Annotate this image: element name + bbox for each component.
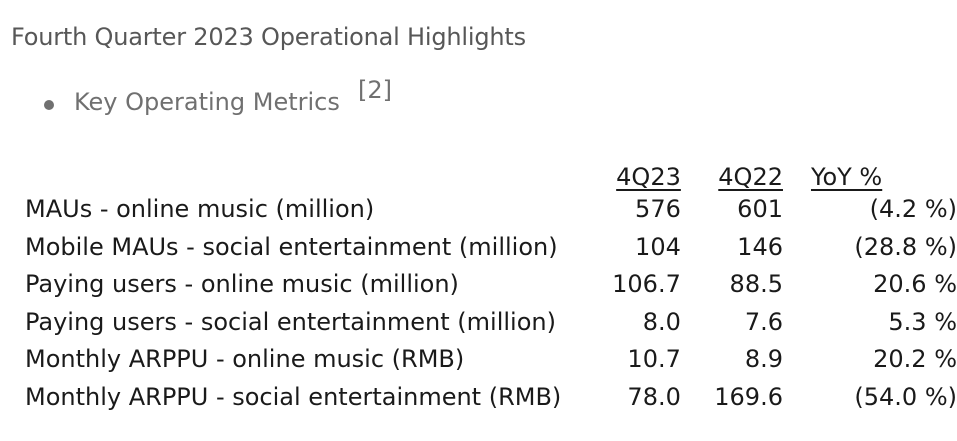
metrics-table: 4Q23 4Q22 YoY % MAUs - online music (mil… (22, 153, 957, 416)
row-label: Paying users - online music (million) (25, 270, 459, 299)
cell-4q23: 8.0 (642, 307, 681, 336)
header-yoy: YoY % (810, 162, 883, 191)
cell-yoy: 20.2 % (873, 345, 957, 374)
row-label: Paying users - social entertainment (mil… (25, 307, 556, 336)
cell-4q23: 104 (635, 232, 681, 261)
row-label: Monthly ARPPU - social entertainment (RM… (25, 382, 562, 411)
cell-4q22: 169.6 (714, 382, 783, 411)
bullet-text: Key Operating Metrics (74, 88, 340, 116)
table-row: Monthly ARPPU - online music (RMB) 10.7 … (22, 341, 957, 379)
cell-yoy: (28.8 %) (854, 232, 957, 261)
cell-4q22: 601 (737, 195, 783, 224)
header-4q23: 4Q23 (616, 162, 681, 191)
cell-4q23: 10.7 (627, 345, 681, 374)
page-title: Fourth Quarter 2023 Operational Highligh… (11, 23, 526, 51)
cell-4q23: 576 (635, 195, 681, 224)
cell-yoy: 5.3 % (888, 307, 957, 336)
cell-4q22: 88.5 (729, 270, 783, 299)
table-header-row: 4Q23 4Q22 YoY % (22, 153, 957, 191)
table-row: Monthly ARPPU - social entertainment (RM… (22, 378, 957, 416)
footnote-marker: [2] (358, 76, 392, 104)
table-row: Paying users - social entertainment (mil… (22, 303, 957, 341)
cell-4q23: 78.0 (627, 382, 681, 411)
cell-4q22: 146 (737, 232, 783, 261)
cell-yoy: (4.2 %) (869, 195, 957, 224)
row-label: MAUs - online music (million) (25, 195, 375, 224)
cell-4q23: 106.7 (612, 270, 681, 299)
cell-yoy: 20.6 % (873, 270, 957, 299)
cell-yoy: (54.0 %) (854, 382, 957, 411)
table-row: Paying users - online music (million) 10… (22, 266, 957, 304)
table-row: Mobile MAUs - social entertainment (mill… (22, 228, 957, 266)
row-label: Mobile MAUs - social entertainment (mill… (25, 232, 558, 261)
header-empty (22, 153, 612, 191)
cell-4q22: 7.6 (744, 307, 783, 336)
header-4q22: 4Q22 (718, 162, 783, 191)
cell-4q22: 8.9 (744, 345, 783, 374)
bullet-dot-icon (44, 100, 54, 110)
row-label: Monthly ARPPU - online music (RMB) (25, 345, 465, 374)
table-row: MAUs - online music (million) 576 601 (4… (22, 191, 957, 229)
